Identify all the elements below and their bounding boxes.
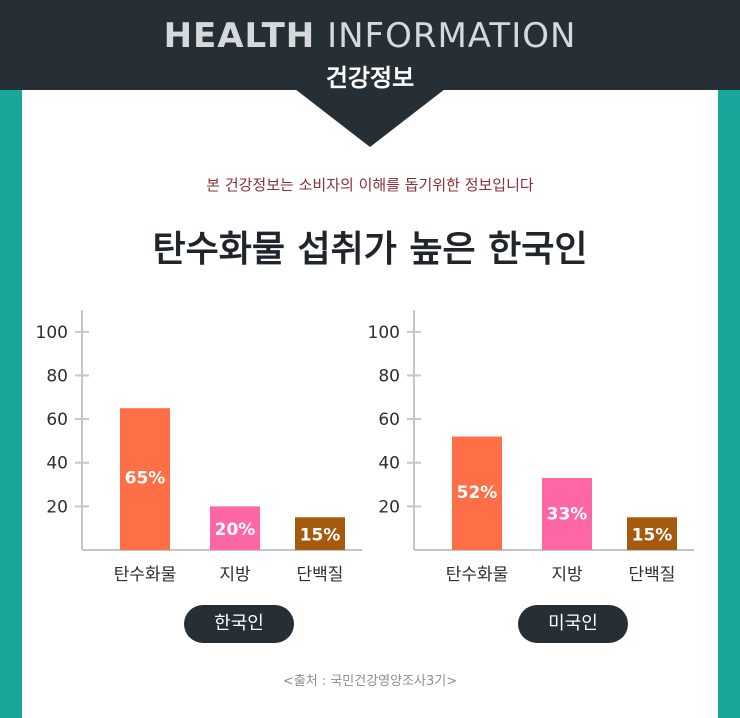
label-pill-korea: 한국인 (184, 605, 294, 643)
korea-data-label-1: 20% (215, 520, 256, 540)
korea-bar-1 (210, 506, 260, 550)
usa-ytick-label-80: 80 (378, 366, 400, 386)
korea-category-label-2: 단백질 (297, 565, 344, 585)
korea-bar-2 (295, 517, 345, 550)
notice-text: 본 건강정보는 소비자의 이해를 돕기위한 정보입니다 (206, 176, 534, 194)
chart-korea: 20 40 60 80 100 65% 탄수화물 20% 지방 15% 단백질 (36, 310, 362, 585)
usa-category-label-0: 탄수화물 (446, 565, 509, 585)
usa-data-label-1: 33% (547, 505, 588, 525)
korea-ytick-label-100: 100 (36, 323, 68, 343)
korea-ytick-label-80: 80 (46, 366, 68, 386)
page-title: 탄수화물 섭취가 높은 한국인 (152, 229, 588, 270)
header-subtitle: 건강정보 (325, 64, 415, 92)
usa-category-label-2: 단백질 (629, 565, 676, 585)
header-notch (295, 89, 445, 147)
label-pill-usa: 미국인 (518, 605, 628, 643)
usa-ytick-label-60: 60 (378, 410, 400, 430)
usa-category-label-1: 지방 (551, 565, 583, 585)
korea-category-label-1: 지방 (219, 565, 251, 585)
usa-bar-1 (542, 478, 592, 550)
usa-bar-0 (452, 436, 502, 550)
chart-usa: 20 40 60 80 100 52% 탄수화물 33% 지방 15% 단백질 (368, 310, 694, 585)
header-title: HEALTH INFORMATION (0, 16, 740, 56)
korea-ytick-label-20: 20 (46, 497, 68, 517)
header-title-bold: HEALTH (163, 16, 316, 56)
korea-category-label-0: 탄수화물 (114, 565, 177, 585)
header-title-light: INFORMATION (327, 16, 577, 56)
usa-bar-2 (627, 517, 677, 550)
usa-data-label-2: 15% (632, 526, 673, 546)
korea-bar-0 (120, 408, 170, 550)
usa-ytick-label-40: 40 (378, 454, 400, 474)
korea-ytick-label-60: 60 (46, 410, 68, 430)
usa-ytick-label-20: 20 (378, 497, 400, 517)
usa-data-label-0: 52% (457, 483, 498, 503)
source-note: <출처 : 국민건강영양조사3기> (282, 674, 458, 689)
header-banner: HEALTH INFORMATION 건강정보 (0, 0, 740, 92)
korea-data-label-2: 15% (300, 526, 341, 546)
usa-ytick-label-100: 100 (368, 323, 400, 343)
korea-ytick-label-40: 40 (46, 454, 68, 474)
korea-data-label-0: 65% (125, 468, 166, 488)
